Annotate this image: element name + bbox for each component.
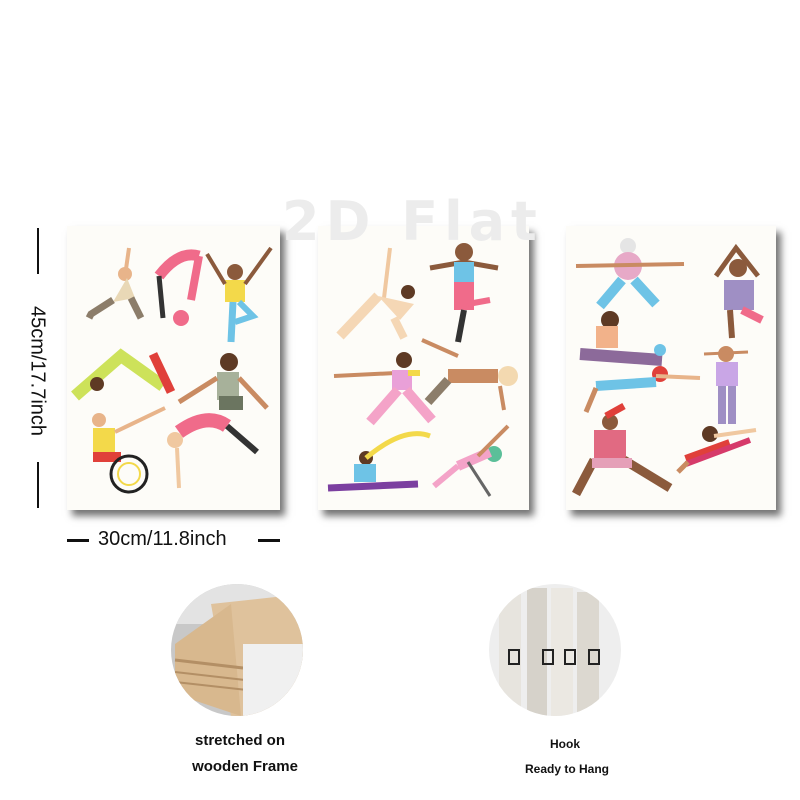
yoga-illustration-1 (71, 246, 273, 494)
yoga-figure (167, 413, 259, 489)
yoga-figure (575, 238, 685, 310)
yoga-figure (579, 311, 666, 366)
yoga-figure (177, 353, 269, 410)
yoga-figure (676, 426, 757, 474)
yoga-figure (713, 243, 764, 339)
yoga-figure (703, 346, 749, 424)
yoga-figure (432, 424, 510, 497)
wooden-frame-detail-image (171, 584, 303, 716)
yoga-figure (421, 338, 518, 411)
hook-detail-image (489, 584, 621, 716)
yoga-figure (205, 246, 273, 343)
yoga-figure (327, 431, 431, 492)
yoga-figure (333, 352, 436, 426)
hook-caption-line-1: Hook (550, 737, 580, 751)
yoga-illustration-2 (327, 243, 518, 497)
yoga-illustration-3 (572, 238, 764, 497)
yoga-figure (154, 249, 203, 326)
yoga-figure (583, 366, 701, 413)
height-dimension-line-bottom (37, 462, 39, 508)
yoga-figure (429, 243, 499, 343)
yoga-figure (85, 247, 145, 320)
yoga-figure (92, 406, 166, 494)
yoga-figure (572, 402, 673, 497)
canvas-panel-2 (318, 226, 529, 510)
frame-caption-line-2: wooden Frame (192, 758, 298, 775)
canvas-panel-3 (566, 226, 776, 510)
height-dimension-label: 45cm/17.7inch (26, 305, 49, 437)
canvas-panel-1 (67, 226, 280, 510)
frame-caption-line-1: stretched on (194, 732, 285, 749)
width-dimension-line-right (258, 539, 280, 542)
height-dimension: 45cm/17.7inch (17, 291, 57, 451)
width-dimension-line-left (67, 539, 89, 542)
height-dimension-line-top (37, 228, 39, 274)
width-dimension-label: 30cm/11.8inch (98, 528, 227, 550)
hook-caption-line-2: Ready to Hang (524, 762, 609, 776)
yoga-figure (336, 247, 415, 340)
yoga-figure (71, 348, 176, 401)
